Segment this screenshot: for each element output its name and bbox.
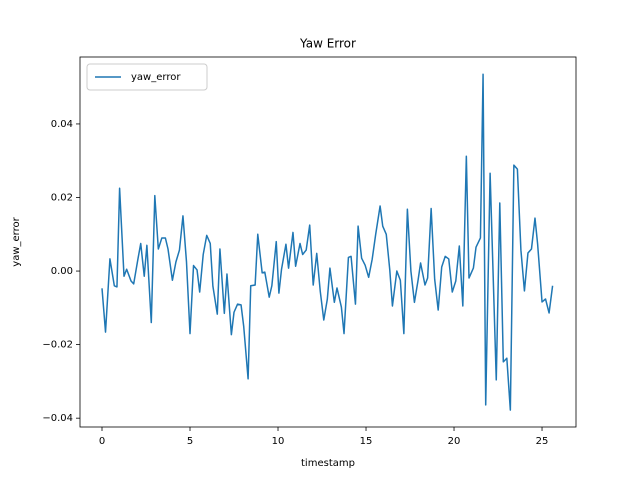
y-axis-label: yaw_error bbox=[11, 216, 22, 266]
x-axis-label: timestamp bbox=[301, 458, 355, 469]
x-tick-label: 5 bbox=[187, 436, 193, 447]
legend-box bbox=[86, 63, 208, 91]
legend-label: yaw_error bbox=[131, 72, 181, 83]
y-tick-label: 0.02 bbox=[51, 192, 73, 203]
x-tick-label: 25 bbox=[536, 436, 549, 447]
y-tick-label: −0.04 bbox=[42, 413, 73, 424]
y-tick-label: −0.02 bbox=[42, 340, 73, 351]
y-tick-label: 0.04 bbox=[51, 119, 73, 130]
chart-title: Yaw Error bbox=[299, 37, 356, 51]
data-line bbox=[101, 73, 554, 411]
x-tick-label: 20 bbox=[448, 436, 461, 447]
x-tick-label: 15 bbox=[360, 436, 373, 447]
x-tick-label: 0 bbox=[99, 436, 105, 447]
x-tick-label: 10 bbox=[272, 436, 285, 447]
plot-frame bbox=[79, 56, 577, 428]
y-tick-label: 0.00 bbox=[51, 266, 73, 277]
